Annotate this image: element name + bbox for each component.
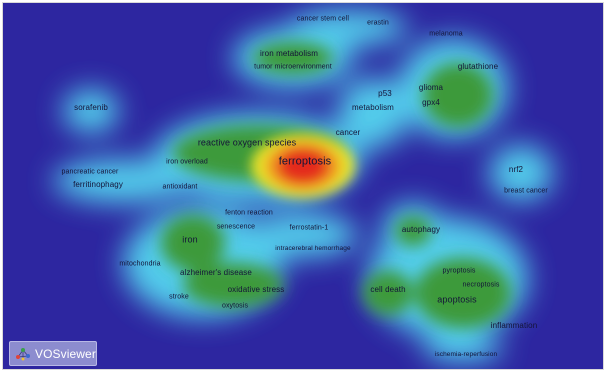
logo-text: VOSviewer: [35, 346, 96, 361]
keyword-reactive-oxygen-species: reactive oxygen species: [197, 137, 297, 148]
keyword-mitochondria: mitochondria: [119, 260, 161, 268]
vosviewer-network-icon: [16, 347, 30, 360]
vosviewer-logo: VOSviewer: [9, 341, 97, 366]
keyword-p53: p53: [378, 89, 392, 98]
keyword-glioma: glioma: [418, 83, 444, 92]
keyword-stroke: stroke: [169, 293, 189, 301]
keyword-cell-death: cell death: [370, 285, 406, 294]
keyword-inflammation: inflammation: [490, 321, 538, 330]
keyword-metabolism: metabolism: [352, 103, 394, 112]
keyword-breast-cancer: breast cancer: [504, 187, 548, 195]
keyword-gpx4: gpx4: [422, 98, 440, 107]
keyword-oxytosis: oxytosis: [221, 302, 249, 310]
keyword-iron-overload: iron overload: [166, 158, 208, 166]
keyword-melanoma: melanoma: [429, 30, 463, 38]
density-layer: [53, 10, 553, 362]
keyword-ferroptosis: ferroptosis: [278, 155, 332, 168]
keyword-pyroptosis: pyroptosis: [442, 267, 476, 275]
keyword-ischemia-reperfusion: ischemia-reperfusion: [434, 350, 498, 358]
keyword-cancer: cancer: [335, 128, 361, 137]
keyword-tumor-microenvironment: tumor microenvironment: [254, 63, 332, 71]
keyword-iron-metabolism: iron metabolism: [260, 49, 318, 58]
keyword-erastin: erastin: [367, 19, 389, 27]
keyword-ferrostatin-1: ferrostatin-1: [289, 224, 329, 232]
keyword-cancer-stem-cell: cancer stem cell: [296, 15, 350, 23]
keyword-alzheimers-disease: alzheimer's disease: [180, 268, 252, 277]
keyword-iron: iron: [182, 234, 198, 245]
keyword-senescence: senescence: [216, 223, 256, 231]
density-peak-layer: [251, 134, 355, 198]
keyword-antioxidant: antioxidant: [162, 183, 198, 191]
keyword-apoptosis: apoptosis: [437, 294, 477, 305]
keyword-autophagy: autophagy: [401, 225, 441, 234]
keyword-ferritinophagy: ferritinophagy: [73, 180, 123, 189]
keyword-nrf2: nrf2: [508, 165, 524, 174]
keyword-glutathione: glutathione: [457, 62, 499, 71]
keyword-sorafenib: sorafenib: [74, 103, 108, 112]
keyword-necroptosis: necroptosis: [462, 281, 500, 289]
keyword-pancreatic-cancer: pancreatic cancer: [61, 168, 119, 176]
keyword-oxidative-stress: oxidative stress: [227, 285, 285, 294]
keyword-fenton-reaction: fenton reaction: [225, 209, 273, 217]
keyword-intracerebral-hemorrhage: intracerebral hemorrhage: [275, 244, 351, 252]
